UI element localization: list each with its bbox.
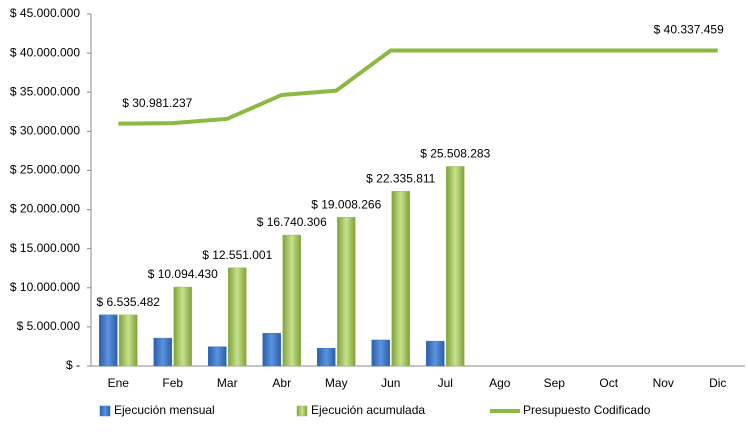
data-label: $ 25.508.283 (420, 147, 490, 161)
x-tick-label: Jul (438, 376, 453, 390)
bar (337, 217, 356, 367)
x-tick-label: Nov (653, 376, 674, 390)
y-tick-label: $ 35.000.000 (10, 84, 80, 98)
x-tick-label: Jun (381, 376, 400, 390)
data-label: $ 10.094.430 (148, 267, 218, 281)
bar (317, 348, 336, 367)
data-label: $ 40.337.459 (654, 23, 724, 37)
x-tick-label: Abr (272, 376, 291, 390)
y-tick-label: $ 45.000.000 (10, 6, 80, 20)
x-tick-label: Ene (108, 376, 130, 390)
y-tick-label: $ 30.000.000 (10, 124, 80, 138)
bar (262, 332, 281, 367)
x-tick-label: Oct (599, 376, 618, 390)
legend-label: Ejecución mensual (114, 403, 215, 417)
y-tick-label: $ 20.000.000 (10, 202, 80, 216)
data-label: $ 16.740.306 (257, 215, 327, 229)
data-label: $ 19.008.266 (311, 197, 381, 211)
legend-label: Ejecución acumulada (311, 403, 425, 417)
y-tick-label: $ 5.000.000 (17, 319, 81, 333)
y-tick-label: $ 10.000.000 (10, 280, 80, 294)
bar (208, 346, 227, 367)
bar (391, 191, 410, 367)
y-tick-label: $ 15.000.000 (10, 241, 80, 255)
bar (119, 314, 138, 367)
data-label: $ 30.981.237 (122, 96, 192, 110)
legend-swatch (296, 405, 308, 417)
legend-swatch (99, 405, 111, 417)
y-tick-label: $ 25.000.000 (10, 163, 80, 177)
legend-label: Presupuesto Codificado (523, 403, 651, 417)
data-label: $ 12.551.001 (202, 248, 272, 262)
x-tick-label: Mar (217, 376, 238, 390)
data-label: $ 6.535.482 (97, 295, 161, 309)
x-tick-label: Feb (162, 376, 183, 390)
bar (426, 340, 445, 367)
bar (153, 337, 172, 367)
y-tick-label: $ 40.000.000 (10, 45, 80, 59)
x-tick-label: Dic (709, 376, 726, 390)
x-tick-label: Ago (489, 376, 511, 390)
y-tick-label: $ - (66, 358, 80, 372)
bar (282, 234, 301, 367)
data-label: $ 22.335.811 (366, 171, 436, 185)
bar (446, 166, 465, 367)
bar (228, 267, 247, 367)
bar (371, 339, 390, 367)
bar (173, 286, 192, 367)
x-tick-label: May (325, 376, 348, 390)
x-tick-label: Sep (544, 376, 566, 390)
bar (99, 314, 118, 367)
line (118, 48, 718, 126)
